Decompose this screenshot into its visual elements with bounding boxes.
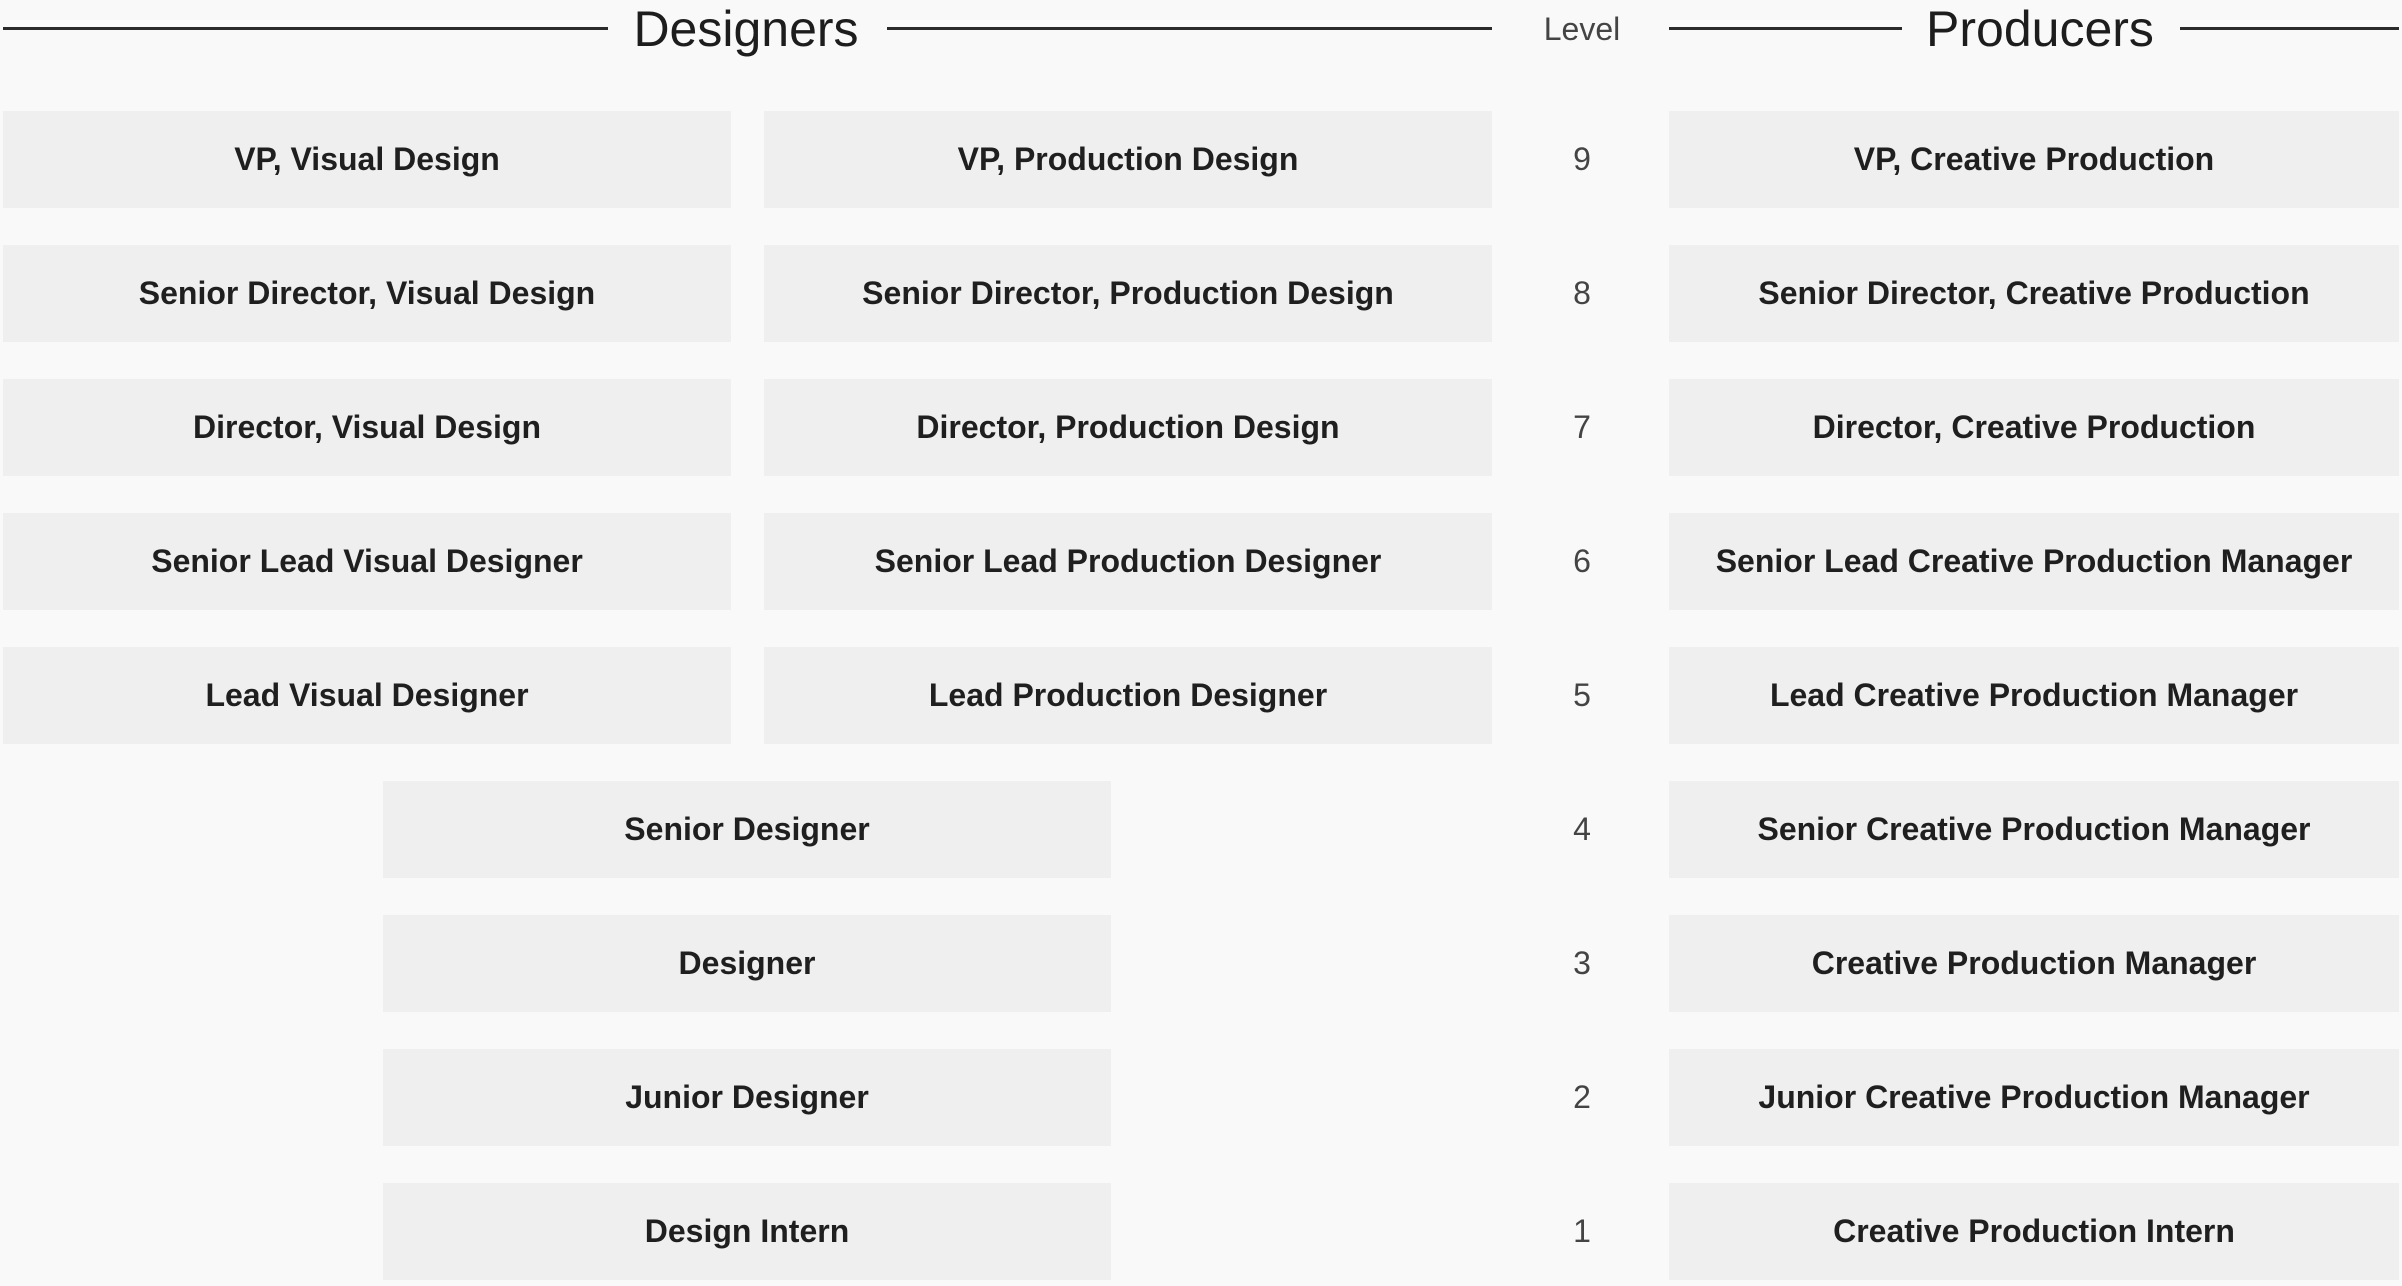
- production-design-role: VP, Production Design: [764, 111, 1492, 208]
- production-design-role: Senior Lead Production Designer: [764, 513, 1492, 610]
- producer-role: Creative Production Intern: [1669, 1183, 2399, 1280]
- designer-role: Senior Designer: [383, 781, 1111, 878]
- producer-role: Director, Creative Production: [1669, 379, 2399, 476]
- producer-role: Senior Director, Creative Production: [1669, 245, 2399, 342]
- level-number: 1: [1573, 1213, 1591, 1249]
- producer-role: Junior Creative Production Manager: [1669, 1049, 2399, 1146]
- visual-design-role: Lead Visual Designer: [3, 647, 731, 744]
- producer-role: VP, Creative Production: [1669, 111, 2399, 208]
- level-number: 3: [1573, 945, 1591, 981]
- level-number: 2: [1573, 1079, 1591, 1115]
- level-number: 5: [1573, 677, 1591, 713]
- level-number: 8: [1573, 275, 1591, 311]
- production-design-role: Director, Production Design: [764, 379, 1492, 476]
- production-design-role: Lead Production Designer: [764, 647, 1492, 744]
- level-heading: Level: [1543, 11, 1621, 47]
- producer-role: Creative Production Manager: [1669, 915, 2399, 1012]
- producer-role: Lead Creative Production Manager: [1669, 647, 2399, 744]
- producer-role: Senior Creative Production Manager: [1669, 781, 2399, 878]
- designer-role: Junior Designer: [383, 1049, 1111, 1146]
- producers-rule-right: [2180, 27, 2399, 30]
- producers-heading: Producers: [1926, 1, 2154, 57]
- producers-rule-left: [1669, 27, 1902, 30]
- designers-rule-left: [3, 27, 608, 30]
- designers-heading: Designers: [633, 1, 859, 57]
- visual-design-role: VP, Visual Design: [3, 111, 731, 208]
- producer-role: Senior Lead Creative Production Manager: [1669, 513, 2399, 610]
- level-number: 7: [1573, 409, 1591, 445]
- production-design-role: Senior Director, Production Design: [764, 245, 1492, 342]
- designer-role: Design Intern: [383, 1183, 1111, 1280]
- visual-design-role: Senior Director, Visual Design: [3, 245, 731, 342]
- level-number: 4: [1573, 811, 1591, 847]
- visual-design-role: Director, Visual Design: [3, 379, 731, 476]
- level-number: 9: [1573, 141, 1591, 177]
- designers-rule-right: [887, 27, 1492, 30]
- level-number: 6: [1573, 543, 1591, 579]
- visual-design-role: Senior Lead Visual Designer: [3, 513, 731, 610]
- designer-role: Designer: [383, 915, 1111, 1012]
